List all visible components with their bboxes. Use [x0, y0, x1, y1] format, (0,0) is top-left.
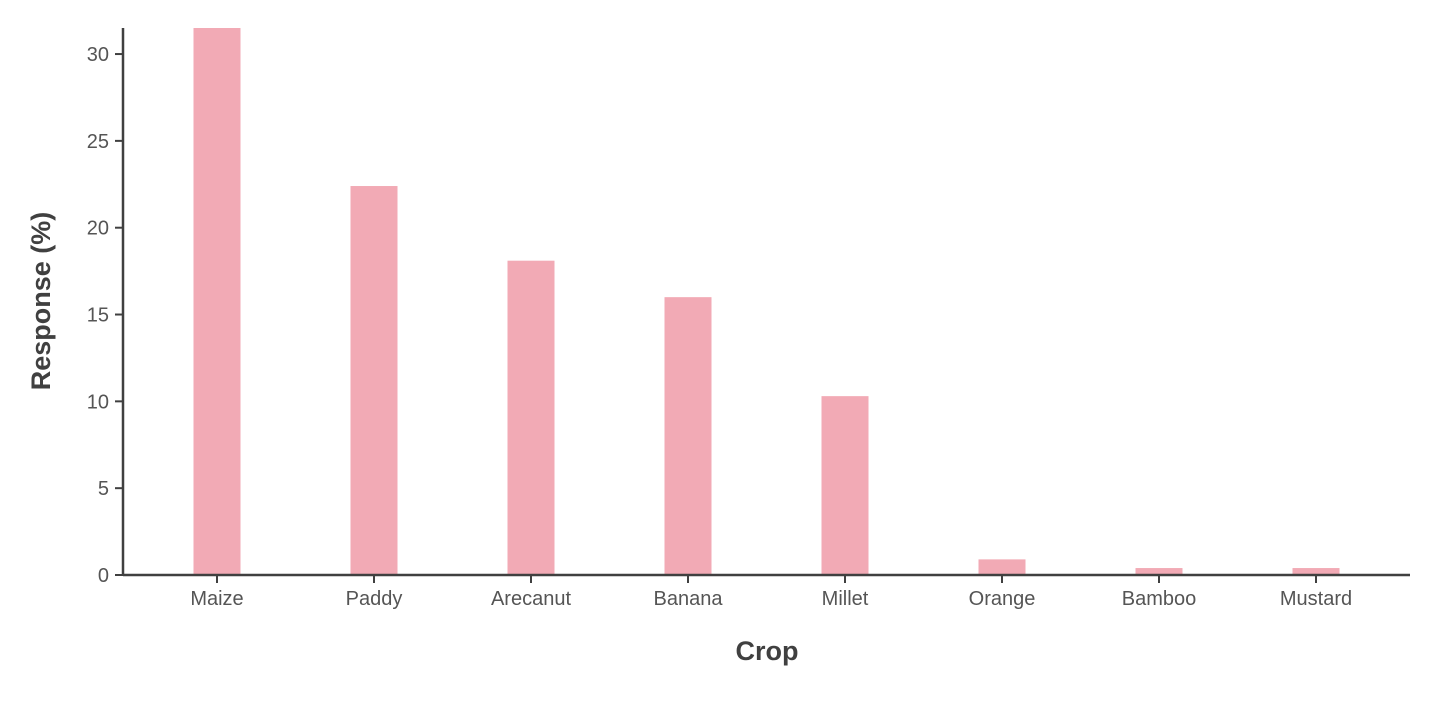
x-tick-label: Maize: [190, 588, 243, 610]
bar-bamboo: [1135, 568, 1183, 575]
y-axis-title: Response (%): [26, 212, 56, 391]
x-tick-label: Banana: [654, 588, 724, 610]
y-tick-label: 20: [87, 218, 109, 240]
bar-maize: [193, 28, 241, 575]
bar-banana: [664, 297, 712, 575]
bar-orange: [978, 559, 1026, 575]
y-tick-label: 5: [98, 478, 109, 500]
x-tick-label: Orange: [969, 588, 1036, 610]
tick-labels: 0 5 10 15 20 25 30 Maize Paddy Arecanut Banana Mill…: [87, 44, 1352, 610]
bars: [193, 28, 1340, 575]
x-tick-label: Arecanut: [491, 588, 571, 610]
y-tick-label: 0: [98, 565, 109, 587]
axes: [115, 28, 1410, 583]
x-tick-label: Bamboo: [1122, 588, 1197, 610]
y-tick-label: 10: [87, 391, 109, 413]
x-tick-label: Millet: [822, 588, 869, 610]
x-tick-label: Mustard: [1280, 588, 1352, 610]
bar-paddy: [350, 186, 398, 575]
bar-millet: [821, 396, 869, 575]
x-axis-title: Crop: [736, 636, 799, 666]
y-tick-label: 15: [87, 305, 109, 327]
bar-mustard: [1292, 568, 1340, 575]
bar-arecanut: [507, 260, 555, 575]
y-tick-label: 25: [87, 131, 109, 153]
y-tick-label: 30: [87, 44, 109, 66]
x-tick-label: Paddy: [346, 588, 403, 610]
